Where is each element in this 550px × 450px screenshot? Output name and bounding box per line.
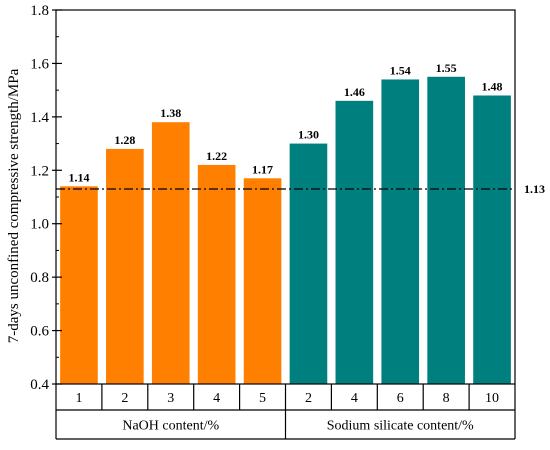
- data-label: 1.54: [390, 63, 411, 77]
- bar-naoh-1: [60, 186, 98, 384]
- data-label: 1.38: [160, 106, 181, 120]
- bar-silicate-6: [381, 79, 420, 384]
- bar-naoh-3: [151, 122, 190, 384]
- y-tick-label: 1.4: [30, 110, 49, 126]
- bars-layer: [60, 76, 511, 385]
- y-tick-label: 0.6: [30, 324, 49, 340]
- bar-naoh-4: [197, 164, 236, 384]
- x-category-label: 4: [213, 391, 220, 406]
- bar-silicate-10: [473, 95, 511, 384]
- data-label: 1.22: [206, 149, 227, 163]
- data-label: 1.46: [344, 85, 365, 99]
- bar-naoh-5: [243, 178, 282, 384]
- x-category-label: 2: [305, 391, 312, 406]
- y-tick-label: 1.2: [30, 163, 49, 179]
- data-label: 1.14: [68, 170, 89, 184]
- y-tick-label: 1.6: [30, 56, 49, 72]
- bar-silicate-8: [427, 76, 465, 385]
- x-category-label: 6: [397, 391, 404, 406]
- y-axis-label: 7-days unconfined compressive strength/M…: [6, 68, 22, 343]
- x-category-label: 2: [121, 391, 128, 406]
- x-category-label: 5: [259, 391, 266, 406]
- x-group-label: NaOH content/%: [122, 419, 219, 434]
- data-label: 1.48: [482, 79, 503, 93]
- labels-layer: 1.141.281.381.221.171.301.461.54 1.551.48…: [30, 3, 545, 434]
- data-label: 1.55: [436, 61, 457, 75]
- bar-silicate-2: [289, 143, 328, 384]
- bar-silicate-4: [335, 100, 374, 384]
- bar-naoh-2: [106, 148, 144, 384]
- x-group-label: Sodium silicate content/%: [327, 419, 474, 434]
- y-tick-label: 0.8: [30, 270, 49, 286]
- data-label: 1.28: [114, 133, 135, 147]
- y-tick-label: 0.4: [30, 377, 49, 393]
- data-label: 1.30: [298, 128, 319, 142]
- reference-line-label: 1.13: [524, 182, 545, 196]
- x-category-label: 3: [167, 391, 174, 406]
- x-category-label: 8: [443, 391, 450, 406]
- data-label: 1.17: [252, 162, 273, 176]
- x-category-label: 4: [351, 391, 358, 406]
- x-category-label: 10: [485, 391, 499, 406]
- y-tick-label: 1.8: [30, 3, 49, 19]
- y-tick-label: 1.0: [30, 217, 49, 233]
- x-category-label: 1: [75, 391, 82, 406]
- axes-layer: [52, 9, 516, 440]
